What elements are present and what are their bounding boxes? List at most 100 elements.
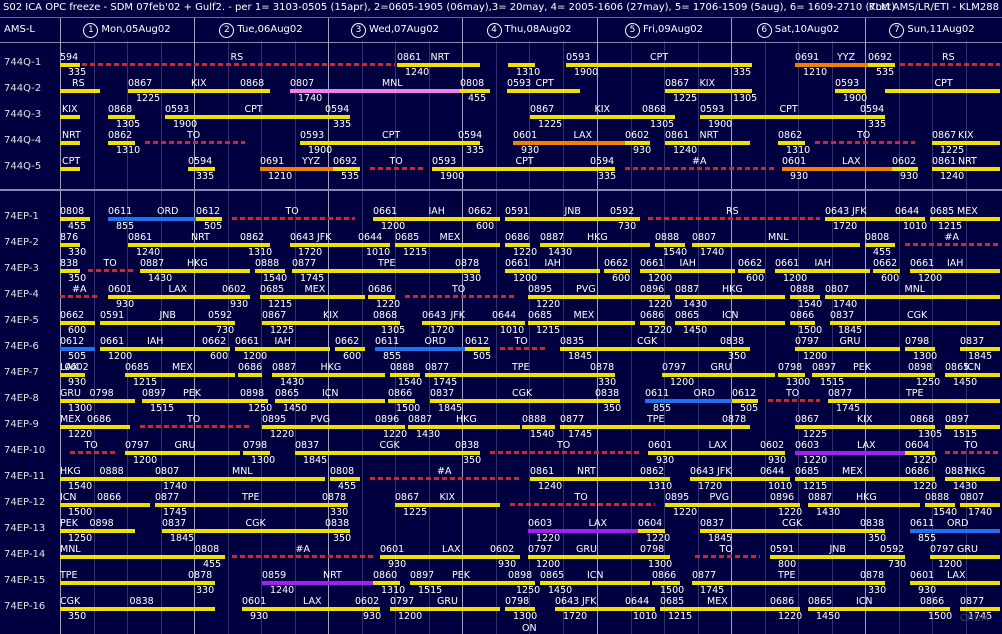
flight-bar[interactable] — [505, 269, 600, 273]
ground-time-bar[interactable] — [232, 555, 375, 558]
flight-bar[interactable] — [262, 321, 400, 325]
flight-bar[interactable] — [885, 89, 1000, 93]
ground-time-bar[interactable] — [145, 141, 245, 144]
flight-bar[interactable] — [795, 425, 935, 429]
aircraft-label[interactable]: 744Q-1 — [4, 57, 42, 68]
aircraft-label[interactable]: 744Q-3 — [4, 109, 42, 120]
flight-bar[interactable] — [60, 167, 80, 171]
ground-time-bar[interactable] — [625, 167, 775, 170]
flight-bar[interactable] — [235, 347, 330, 351]
flight-bar[interactable] — [275, 399, 385, 403]
flight-bar[interactable] — [540, 243, 650, 247]
flight-bar[interactable] — [290, 89, 490, 93]
flight-bar[interactable] — [960, 347, 1000, 351]
flight-bar[interactable] — [410, 581, 510, 585]
flight-bar[interactable] — [865, 243, 895, 247]
flight-bar[interactable] — [540, 581, 650, 585]
ground-time-bar[interactable] — [905, 243, 1000, 246]
flight-bar[interactable] — [566, 63, 750, 67]
flight-bar[interactable] — [262, 581, 400, 585]
flight-bar[interactable] — [375, 425, 405, 429]
flight-bar[interactable] — [492, 321, 525, 325]
flight-bar[interactable] — [920, 607, 950, 611]
aircraft-label[interactable]: 74EP-16 — [4, 601, 46, 612]
flight-bar[interactable] — [300, 141, 480, 145]
flight-bar[interactable] — [873, 269, 900, 273]
flight-bar[interactable] — [60, 217, 90, 221]
flight-bar[interactable] — [395, 503, 500, 507]
flight-bar[interactable] — [455, 451, 480, 455]
aircraft-label[interactable]: 74EP-9 — [4, 419, 39, 430]
aircraft-label[interactable]: 74EP-12 — [4, 497, 46, 508]
flight-bar[interactable] — [240, 243, 270, 247]
flight-bar[interactable] — [202, 347, 230, 351]
aircraft-label[interactable]: 74EP-13 — [4, 523, 46, 534]
flight-bar[interactable] — [155, 503, 345, 507]
ground-time-bar[interactable] — [82, 63, 395, 66]
aircraft-label[interactable]: 74EP-11 — [4, 471, 46, 482]
flight-bar[interactable] — [243, 451, 270, 455]
flight-bar[interactable] — [625, 607, 655, 611]
flight-bar[interactable] — [358, 243, 390, 247]
flight-bar[interactable] — [390, 607, 500, 611]
flight-bar[interactable] — [640, 477, 670, 481]
ground-time-bar[interactable] — [815, 141, 915, 144]
aircraft-label[interactable]: 74EP-2 — [4, 237, 39, 248]
flight-bar[interactable] — [595, 399, 620, 403]
flight-bar[interactable] — [825, 295, 1000, 299]
flight-bar[interactable] — [665, 89, 750, 93]
flight-bar[interactable] — [700, 115, 875, 119]
flight-bar[interactable] — [738, 269, 765, 273]
ground-time-bar[interactable] — [945, 451, 1000, 454]
flight-bar[interactable] — [60, 321, 95, 325]
flight-bar[interactable] — [640, 555, 670, 559]
flight-bar[interactable] — [60, 89, 100, 93]
flight-bar[interactable] — [732, 399, 758, 403]
flight-bar[interactable] — [373, 321, 400, 325]
flight-bar[interactable] — [560, 347, 730, 351]
flight-bar[interactable] — [195, 555, 225, 559]
flight-bar[interactable] — [910, 581, 1000, 585]
flight-bar[interactable] — [530, 477, 640, 481]
flight-bar[interactable] — [125, 451, 240, 455]
flight-bar[interactable] — [240, 399, 268, 403]
flight-bar[interactable] — [522, 425, 555, 429]
flight-bar[interactable] — [945, 477, 1000, 481]
ground-time-bar[interactable] — [140, 425, 250, 428]
flight-bar[interactable] — [770, 555, 905, 559]
flight-bar[interactable] — [945, 425, 1000, 429]
flight-bar[interactable] — [528, 295, 640, 299]
flight-bar[interactable] — [505, 607, 535, 611]
flight-bar[interactable] — [325, 115, 350, 119]
flight-bar[interactable] — [675, 321, 785, 325]
flight-bar[interactable] — [790, 295, 820, 299]
flight-bar[interactable] — [830, 321, 1000, 325]
ground-time-bar[interactable] — [370, 477, 520, 480]
flight-bar[interactable] — [760, 477, 790, 481]
flight-bar[interactable] — [770, 607, 800, 611]
flight-bar[interactable] — [910, 425, 935, 429]
aircraft-label[interactable]: 74EP-5 — [4, 315, 39, 326]
flight-bar[interactable] — [662, 373, 775, 377]
flight-bar[interactable] — [665, 503, 770, 507]
flight-bar[interactable] — [795, 63, 895, 67]
flight-bar[interactable] — [60, 555, 220, 559]
flight-bar[interactable] — [808, 503, 920, 507]
flight-bar[interactable] — [892, 167, 918, 171]
flight-bar[interactable] — [795, 477, 905, 481]
ground-time-bar[interactable] — [70, 451, 115, 454]
flight-bar[interactable] — [528, 529, 665, 533]
flight-bar[interactable] — [60, 269, 80, 273]
flight-bar[interactable] — [430, 399, 610, 403]
flight-bar[interactable] — [255, 269, 285, 273]
flight-bar[interactable] — [945, 373, 1000, 377]
flight-bar[interactable] — [425, 373, 615, 377]
flight-bar[interactable] — [125, 373, 235, 377]
day-header-3[interactable]: 3 Wed,07Aug02 — [328, 18, 462, 42]
flight-bar[interactable] — [555, 607, 625, 611]
flight-bar[interactable] — [528, 555, 640, 559]
flight-bar[interactable] — [528, 321, 635, 325]
flight-bar[interactable] — [808, 607, 920, 611]
ground-time-bar[interactable] — [490, 451, 640, 454]
flight-bar[interactable] — [690, 477, 760, 481]
